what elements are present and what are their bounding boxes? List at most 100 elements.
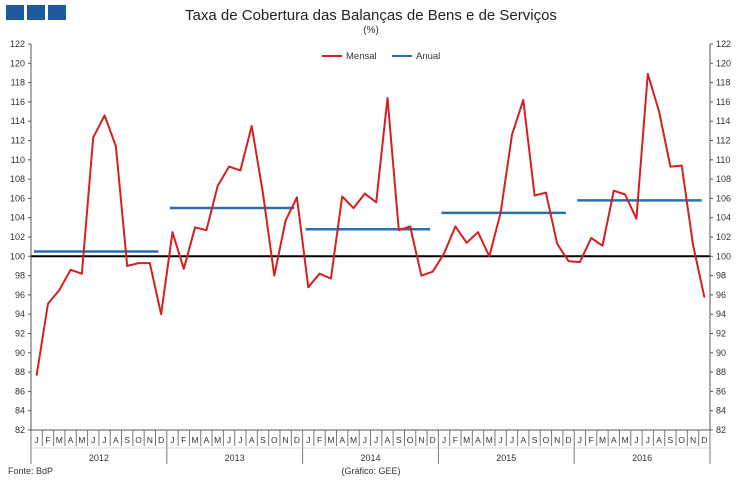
- month-label: J: [227, 435, 231, 445]
- mensal-point: [431, 270, 434, 273]
- mensal-point: [69, 268, 72, 271]
- year-label: 2012: [89, 453, 109, 463]
- y-tick-label-left: 122: [10, 39, 25, 49]
- mensal-point: [216, 184, 219, 187]
- mensal-point: [205, 229, 208, 232]
- mensal-point: [624, 193, 627, 196]
- y-tick-label-right: 104: [716, 213, 731, 223]
- y-tick-label-right: 100: [716, 251, 731, 261]
- month-label: J: [363, 435, 367, 445]
- credit-note: (Gráfico: GEE): [341, 466, 401, 476]
- y-tick-label-right: 120: [716, 58, 731, 68]
- mensal-point: [477, 231, 479, 234]
- mensal-point: [545, 191, 547, 194]
- mensal-point: [397, 229, 400, 232]
- chart-subtitle: (%): [363, 25, 379, 36]
- y-tick-label-right: 88: [716, 367, 726, 377]
- y-tick-label-right: 96: [716, 290, 726, 300]
- year-label: 2014: [360, 453, 380, 463]
- month-label: A: [385, 435, 391, 445]
- y-tick-label-right: 122: [716, 39, 731, 49]
- month-label: A: [339, 435, 345, 445]
- y-tick-label-left: 120: [10, 58, 25, 68]
- month-label: M: [486, 435, 493, 445]
- month-label: D: [701, 435, 707, 445]
- mensal-point: [692, 243, 694, 246]
- month-label: M: [463, 435, 470, 445]
- source-note: Fonte: BdP: [8, 466, 54, 476]
- mensal-point: [669, 165, 672, 168]
- y-tick-label-right: 112: [716, 136, 730, 146]
- month-label: M: [56, 435, 63, 445]
- month-label: S: [260, 435, 266, 445]
- y-tick-label-left: 100: [10, 251, 25, 261]
- y-tick-label-left: 84: [15, 406, 25, 416]
- chart-title: Taxa de Cobertura das Balanças de Bens e…: [185, 7, 557, 24]
- month-label: J: [510, 435, 514, 445]
- month-label: D: [430, 435, 436, 445]
- month-label: M: [622, 435, 629, 445]
- mensal-point: [409, 225, 412, 228]
- month-label: A: [204, 435, 210, 445]
- mensal-point: [511, 133, 513, 136]
- month-label: F: [589, 435, 594, 445]
- mensal-point: [35, 374, 38, 376]
- y-tick-label-left: 92: [15, 329, 25, 339]
- y-tick-label-left: 86: [15, 386, 25, 396]
- month-label: M: [78, 435, 85, 445]
- month-label: A: [475, 435, 481, 445]
- logo-block-3: [48, 5, 66, 20]
- mensal-point: [114, 145, 117, 148]
- y-tick-label-left: 104: [10, 213, 25, 223]
- mensal-point: [680, 164, 683, 167]
- y-tick-label-right: 114: [716, 116, 730, 126]
- month-label: J: [35, 435, 39, 445]
- y-tick-label-right: 102: [716, 232, 731, 242]
- month-label: O: [678, 435, 685, 445]
- y-tick-label-right: 86: [716, 386, 726, 396]
- y-tick-label-left: 110: [11, 155, 25, 165]
- year-label: 2016: [632, 453, 652, 463]
- logo-block-2: [27, 5, 45, 20]
- mensal-point: [160, 313, 163, 316]
- mensal-point: [126, 265, 129, 267]
- mensal-point: [318, 272, 321, 275]
- month-label: J: [374, 435, 378, 445]
- month-label: N: [690, 435, 696, 445]
- y-tick-label-right: 116: [716, 97, 730, 107]
- month-label: N: [283, 435, 289, 445]
- mensal-point: [533, 194, 536, 197]
- mensal-point: [296, 196, 298, 199]
- mensal-point: [273, 274, 276, 277]
- mensal-point: [341, 195, 344, 198]
- legend-label-mensal: Mensal: [346, 51, 377, 62]
- mensal-point: [228, 165, 230, 168]
- mensal-point: [103, 114, 106, 117]
- month-label: A: [113, 435, 119, 445]
- month-label: J: [499, 435, 503, 445]
- mensal-point: [601, 244, 604, 247]
- mensal-point: [635, 217, 638, 220]
- mensal-point: [590, 237, 593, 239]
- month-label: J: [646, 435, 650, 445]
- month-label: S: [668, 435, 674, 445]
- y-tick-label-left: 114: [11, 116, 25, 126]
- mensal-point: [171, 231, 174, 234]
- y-tick-label-left: 90: [15, 348, 25, 358]
- month-label: F: [453, 435, 458, 445]
- mensal-point: [612, 189, 615, 192]
- month-label: N: [554, 435, 560, 445]
- month-label: M: [599, 435, 606, 445]
- mensal-point: [58, 289, 61, 291]
- month-label: O: [543, 435, 550, 445]
- month-label: S: [396, 435, 402, 445]
- mensal-point: [578, 261, 581, 263]
- month-label: S: [124, 435, 130, 445]
- month-label: J: [634, 435, 638, 445]
- mensal-point: [307, 286, 310, 289]
- mensal-point: [522, 99, 525, 101]
- mensal-point: [250, 125, 253, 127]
- mensal-point: [239, 169, 242, 172]
- mensal-point: [363, 192, 366, 195]
